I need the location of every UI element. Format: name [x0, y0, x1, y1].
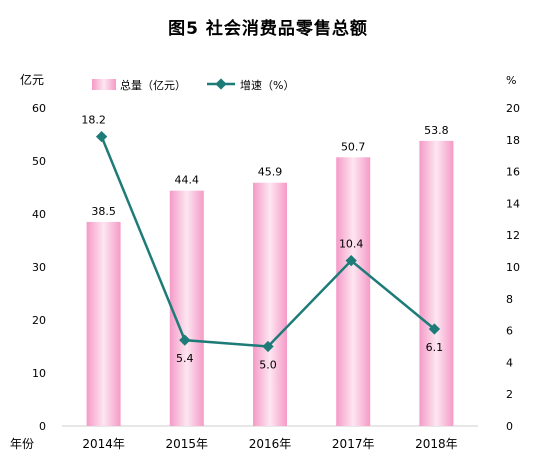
- y-left-tick-label: 40: [32, 208, 46, 221]
- growth-point: [262, 340, 274, 353]
- x-tick-label: 2015年: [166, 437, 209, 451]
- growth-value-label: 10.4: [339, 238, 364, 251]
- growth-point: [179, 334, 191, 346]
- x-axis-title: 年份: [10, 437, 34, 451]
- y-right-tick-label: 8: [506, 293, 513, 306]
- x-tick-label: 2014年: [82, 437, 125, 451]
- bar: [253, 182, 287, 426]
- y-right-axis-title: %: [506, 74, 516, 87]
- x-tick-label: 2016年: [249, 437, 292, 451]
- y-right-tick-label: 10: [506, 261, 520, 274]
- growth-value-label: 5.0: [259, 359, 277, 372]
- growth-value-label: 18.2: [81, 114, 106, 127]
- y-right-tick-label: 2: [506, 388, 513, 401]
- growth-point: [95, 130, 108, 143]
- y-left-tick-label: 10: [32, 367, 46, 380]
- y-left-tick-label: 60: [32, 102, 46, 115]
- bar: [336, 157, 371, 427]
- bar-value-label: 44.4: [175, 174, 200, 187]
- bar: [419, 140, 454, 427]
- legend-line-marker: [215, 78, 227, 90]
- y-right-tick-label: 4: [506, 356, 513, 369]
- bar-value-label: 45.9: [258, 166, 283, 179]
- growth-point: [428, 323, 441, 335]
- y-right-tick-label: 18: [506, 134, 520, 147]
- bar-value-label: 53.8: [424, 124, 449, 137]
- y-left-tick-label: 50: [32, 155, 46, 168]
- y-right-tick-label: 20: [506, 102, 520, 115]
- x-tick-label: 2017年: [332, 437, 375, 451]
- growth-value-label: 5.4: [176, 352, 194, 365]
- legend-line-label: 增速（%）: [240, 78, 294, 92]
- y-left-axis-title: 亿元: [20, 72, 44, 87]
- growth-point: [345, 254, 357, 267]
- legend-bar-swatch: [92, 79, 116, 90]
- x-tick-label: 2018年: [415, 437, 458, 451]
- y-right-tick-label: 12: [506, 229, 520, 242]
- chart-title: 图5 社会消费品零售总额: [168, 19, 368, 39]
- bar: [86, 221, 121, 426]
- bar-value-label: 38.5: [91, 205, 116, 218]
- y-right-tick-label: 16: [506, 166, 520, 179]
- growth-value-label: 6.1: [426, 341, 444, 354]
- y-left-tick-label: 30: [32, 261, 46, 274]
- y-left-tick-label: 0: [39, 420, 46, 433]
- bar: [169, 190, 204, 426]
- bar-value-label: 50.7: [341, 140, 366, 153]
- y-right-tick-label: 6: [506, 325, 513, 338]
- y-left-tick-label: 20: [32, 314, 46, 327]
- legend-bar-label: 总量（亿元）: [120, 78, 186, 92]
- y-right-tick-label: 0: [506, 420, 513, 433]
- y-right-tick-label: 14: [506, 197, 520, 210]
